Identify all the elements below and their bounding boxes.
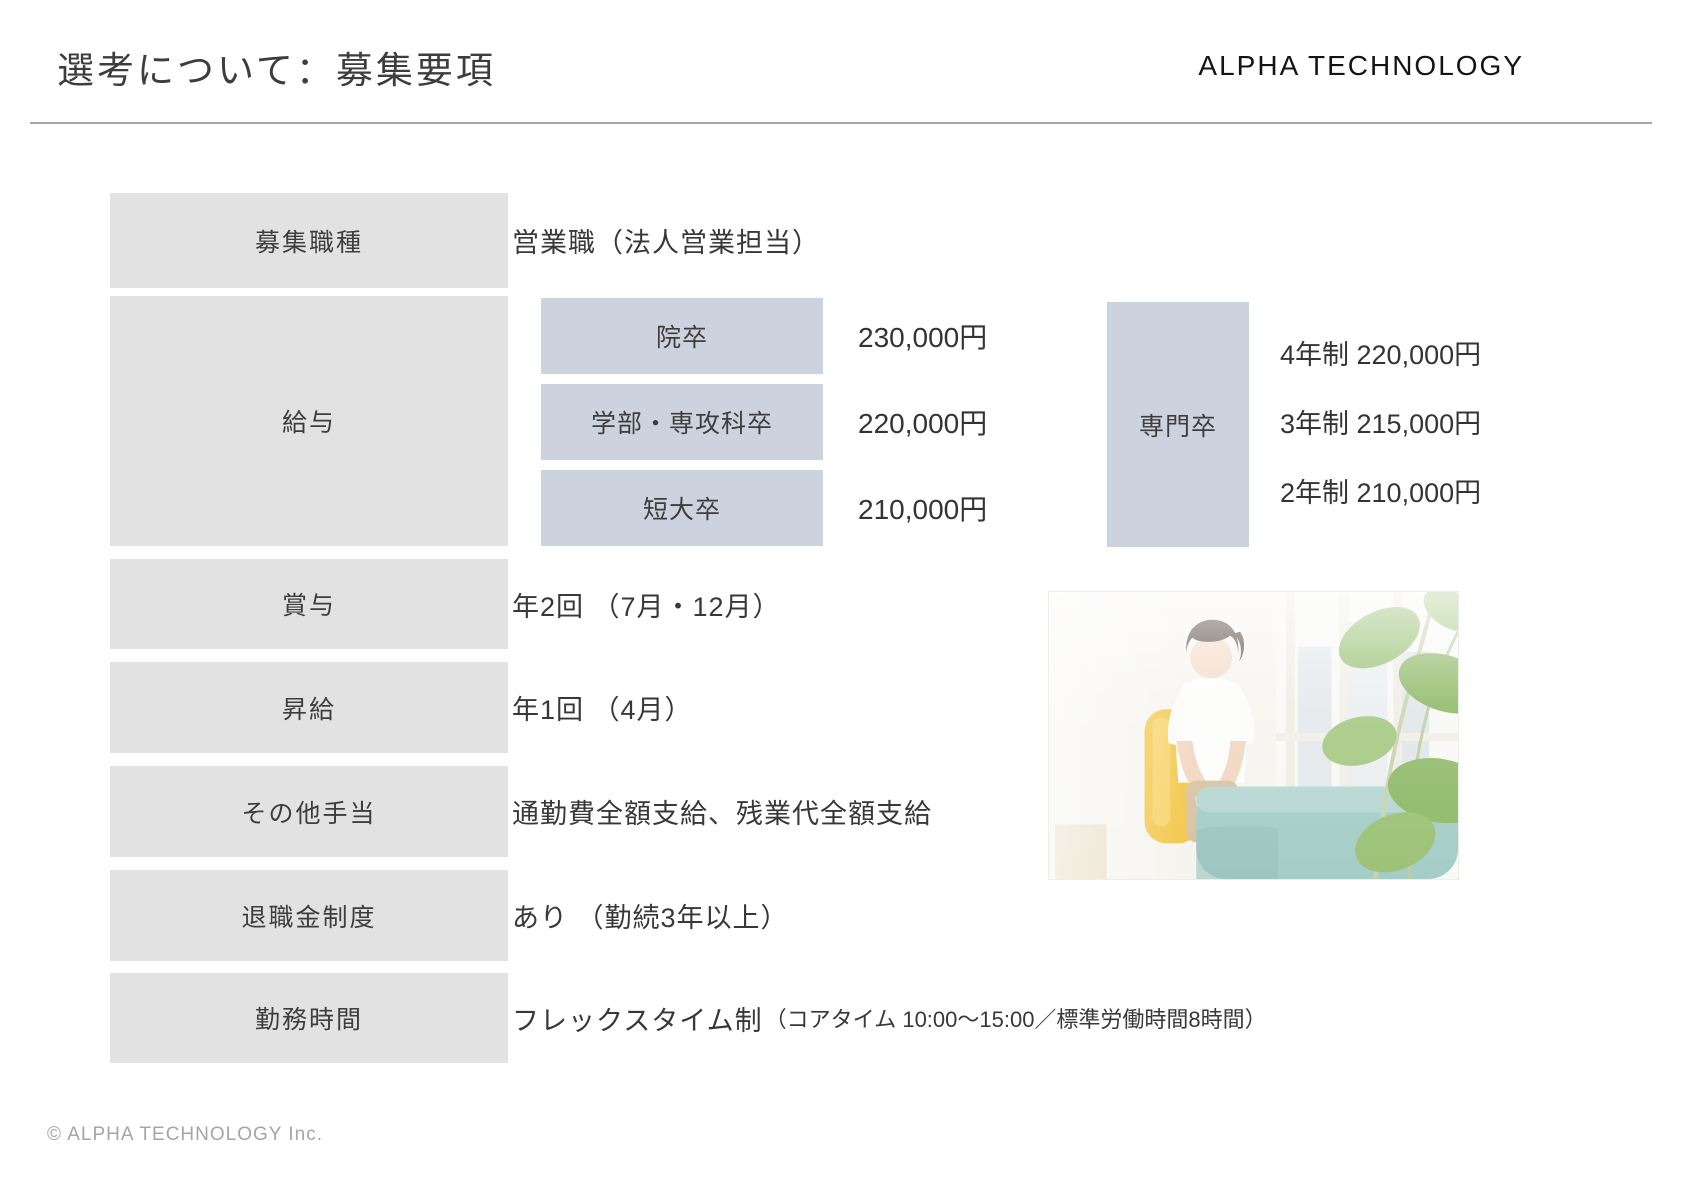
salary-values-vocational: 4年制 220,000円 3年制 215,000円 2年制 210,000円 — [1280, 302, 1481, 547]
row-label-raise: 昇給 — [110, 662, 508, 753]
row-value-retirement: あり （勤続3年以上） — [512, 903, 789, 933]
company-logo: ALPHA TECHNOLOGY — [1198, 50, 1524, 81]
row-value-bonus: 年2回 （7月・12月） — [512, 591, 781, 622]
salary-value-undergrad: 220,000円 — [858, 408, 988, 439]
vocational-2yr: 2年制 210,000円 — [1280, 478, 1482, 508]
salary-tier-junior-college: 短大卒 — [541, 470, 823, 546]
row-label-salary: 給与 — [110, 296, 508, 546]
salary-tier-vocational: 専門卒 — [1107, 302, 1249, 547]
vocational-4yr: 4年制 220,000円 — [1280, 340, 1482, 370]
salary-tier-grad-school: 院卒 — [541, 298, 823, 374]
salary-value-grad-school: 230,000円 — [858, 322, 988, 353]
row-label-bonus: 賞与 — [110, 559, 508, 649]
row-label-allowances: その他手当 — [110, 766, 508, 857]
row-value-job-type: 営業職（法人営業担当） — [512, 228, 820, 258]
row-value-allowances: 通勤費全額支給、残業代全額支給 — [512, 799, 932, 829]
light-wash-left — [1049, 592, 1458, 879]
page-title: 選考について：募集要項 — [57, 50, 496, 91]
copyright: © ALPHA TECHNOLOGY Inc. — [47, 1124, 324, 1145]
salary-tier-undergrad: 学部・専攻科卒 — [541, 384, 823, 460]
employee-photo-scene — [1049, 592, 1458, 879]
salary-value-junior-college: 210,000円 — [858, 494, 988, 525]
header-divider — [30, 122, 1652, 124]
employee-photo — [1048, 591, 1459, 880]
row-label-working-hours: 勤務時間 — [110, 973, 508, 1063]
row-value-working-hours: フレックスタイム制 （コアタイム 10:00〜15:00／標準労働時間8時間） — [512, 973, 1267, 1063]
working-hours-main: フレックスタイム制 — [512, 1005, 763, 1036]
row-label-retirement: 退職金制度 — [110, 870, 508, 961]
row-value-raise: 年1回 （4月） — [512, 695, 693, 725]
working-hours-note: （コアタイム 10:00〜15:00／標準労働時間8時間） — [764, 1007, 1267, 1032]
vocational-3yr: 3年制 215,000円 — [1280, 409, 1482, 439]
row-label-job-type: 募集職種 — [110, 193, 508, 288]
